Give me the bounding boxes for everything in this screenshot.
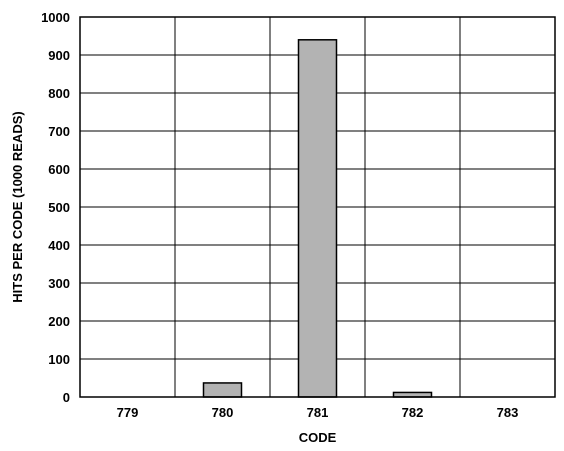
x-axis-label: CODE xyxy=(299,430,337,445)
y-tick-label: 1000 xyxy=(41,10,70,25)
bar-781 xyxy=(297,39,338,398)
x-tick-label: 779 xyxy=(117,405,139,420)
y-tick-label: 200 xyxy=(48,314,70,329)
y-tick-labels: 0 100 200 300 400 500 600 700 800 900 1000 xyxy=(41,10,70,405)
x-tick-labels: 779 780 781 782 783 xyxy=(117,405,519,420)
plot-frame xyxy=(79,16,556,398)
x-tick-label: 781 xyxy=(307,405,329,420)
y-tick-label: 700 xyxy=(48,124,70,139)
y-tick-label: 0 xyxy=(63,390,70,405)
x-tick-label: 782 xyxy=(402,405,424,420)
x-tick-label: 780 xyxy=(212,405,234,420)
y-axis-label: HITS PER CODE (1000 READS) xyxy=(10,111,25,302)
y-tick-label: 400 xyxy=(48,238,70,253)
y-tick-label: 800 xyxy=(48,86,70,101)
y-tick-label: 300 xyxy=(48,276,70,291)
x-tick-label: 783 xyxy=(497,405,519,420)
y-tick-label: 900 xyxy=(48,48,70,63)
y-tick-label: 500 xyxy=(48,200,70,215)
bars xyxy=(202,39,433,398)
y-tick-label: 600 xyxy=(48,162,70,177)
bar-780 xyxy=(202,382,243,398)
y-tick-label: 100 xyxy=(48,352,70,367)
vertical-gridlines xyxy=(174,17,461,397)
